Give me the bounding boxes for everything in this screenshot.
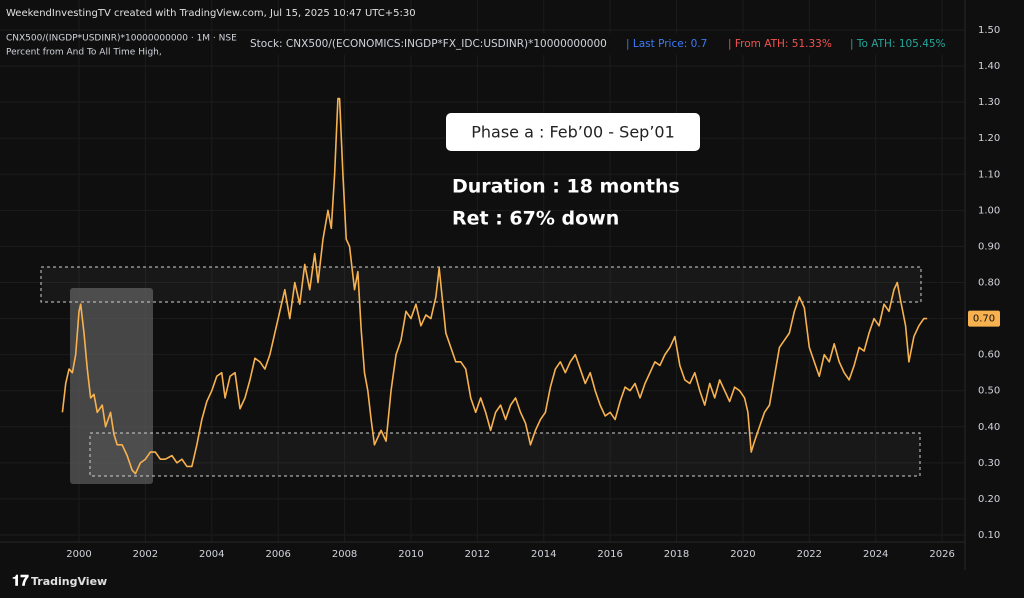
phase-highlight (70, 288, 153, 484)
x-tick-label: 2024 (863, 549, 888, 560)
symbol: CNX500/(INGDP*USDINR)*10000000000 · 1M ·… (6, 34, 237, 44)
x-tick-label: 2000 (66, 549, 91, 560)
indicator: Percent from And To All Time High, (6, 48, 162, 58)
return-label: Ret : 67% down (452, 208, 619, 230)
plot (61, 97, 928, 475)
y-tick-label: 1.40 (978, 61, 1000, 72)
x-tick-label: 2010 (398, 549, 423, 560)
x-tick-label: 2012 (465, 549, 490, 560)
legend-box (245, 33, 960, 55)
phase-label: Phase a : Feb’00 - Sep’01 (471, 123, 675, 142)
logo: 𝟏𝟕 (12, 572, 29, 590)
y-tick-label: 0.90 (978, 241, 1000, 252)
y-tick-label: 0.50 (978, 386, 1000, 397)
last-value-label: 0.70 (973, 314, 995, 325)
credit: WeekendInvestingTV created with TradingV… (6, 8, 416, 19)
price-line (61, 97, 928, 475)
x-tick-label: 2022 (797, 549, 822, 560)
ticks: 0.10 0.20 0.30 0.40 0.50 0.60 0.70 0.80 0.90 1.00… (66, 25, 1000, 560)
x-tick-label: 2006 (265, 549, 290, 560)
x-tick-label: 2018 (664, 549, 689, 560)
legend-from-ath: | From ATH: 51.33% (728, 38, 832, 50)
resistance-zone (40, 266, 922, 303)
grid (0, 0, 965, 542)
y-tick-label: 1.50 (978, 25, 1000, 36)
y-tick-label: 0.40 (978, 422, 1000, 433)
x-tick-label: 2026 (929, 549, 954, 560)
x-tick-label: 2008 (332, 549, 357, 560)
legend-stock: Stock: CNX500/(ECONOMICS:INGDP*FX_IDC:US… (250, 38, 607, 50)
duration-label: Duration : 18 months (452, 176, 680, 198)
y-tick-label: 0.80 (978, 277, 1000, 288)
support-zone (89, 432, 921, 477)
x-tick-label: 2004 (199, 549, 224, 560)
x-tick-label: 2014 (531, 549, 556, 560)
last-value-tag (968, 310, 1000, 327)
y-tick-label: 0.20 (978, 494, 1000, 505)
legend-last-price: | Last Price: 0.7 (626, 38, 707, 50)
y-tick-label: 1.10 (978, 169, 1000, 180)
phase-box (446, 113, 700, 151)
y-tick-label: 0.60 (978, 350, 1000, 361)
y-tick-label: 0.10 (978, 530, 1000, 541)
x-tick-label: 2020 (730, 549, 755, 560)
y-tick-label: 0.30 (978, 458, 1000, 469)
legend-to-ath: | To ATH: 105.45% (850, 38, 946, 50)
footer-brand: TradingView (31, 575, 107, 588)
y-tick-label: 1.00 (978, 205, 1000, 216)
x-tick-label: 2002 (133, 549, 158, 560)
x-tick-label: 2016 (597, 549, 622, 560)
y-tick-label: 1.30 (978, 97, 1000, 108)
y-tick-label: 1.20 (978, 133, 1000, 144)
